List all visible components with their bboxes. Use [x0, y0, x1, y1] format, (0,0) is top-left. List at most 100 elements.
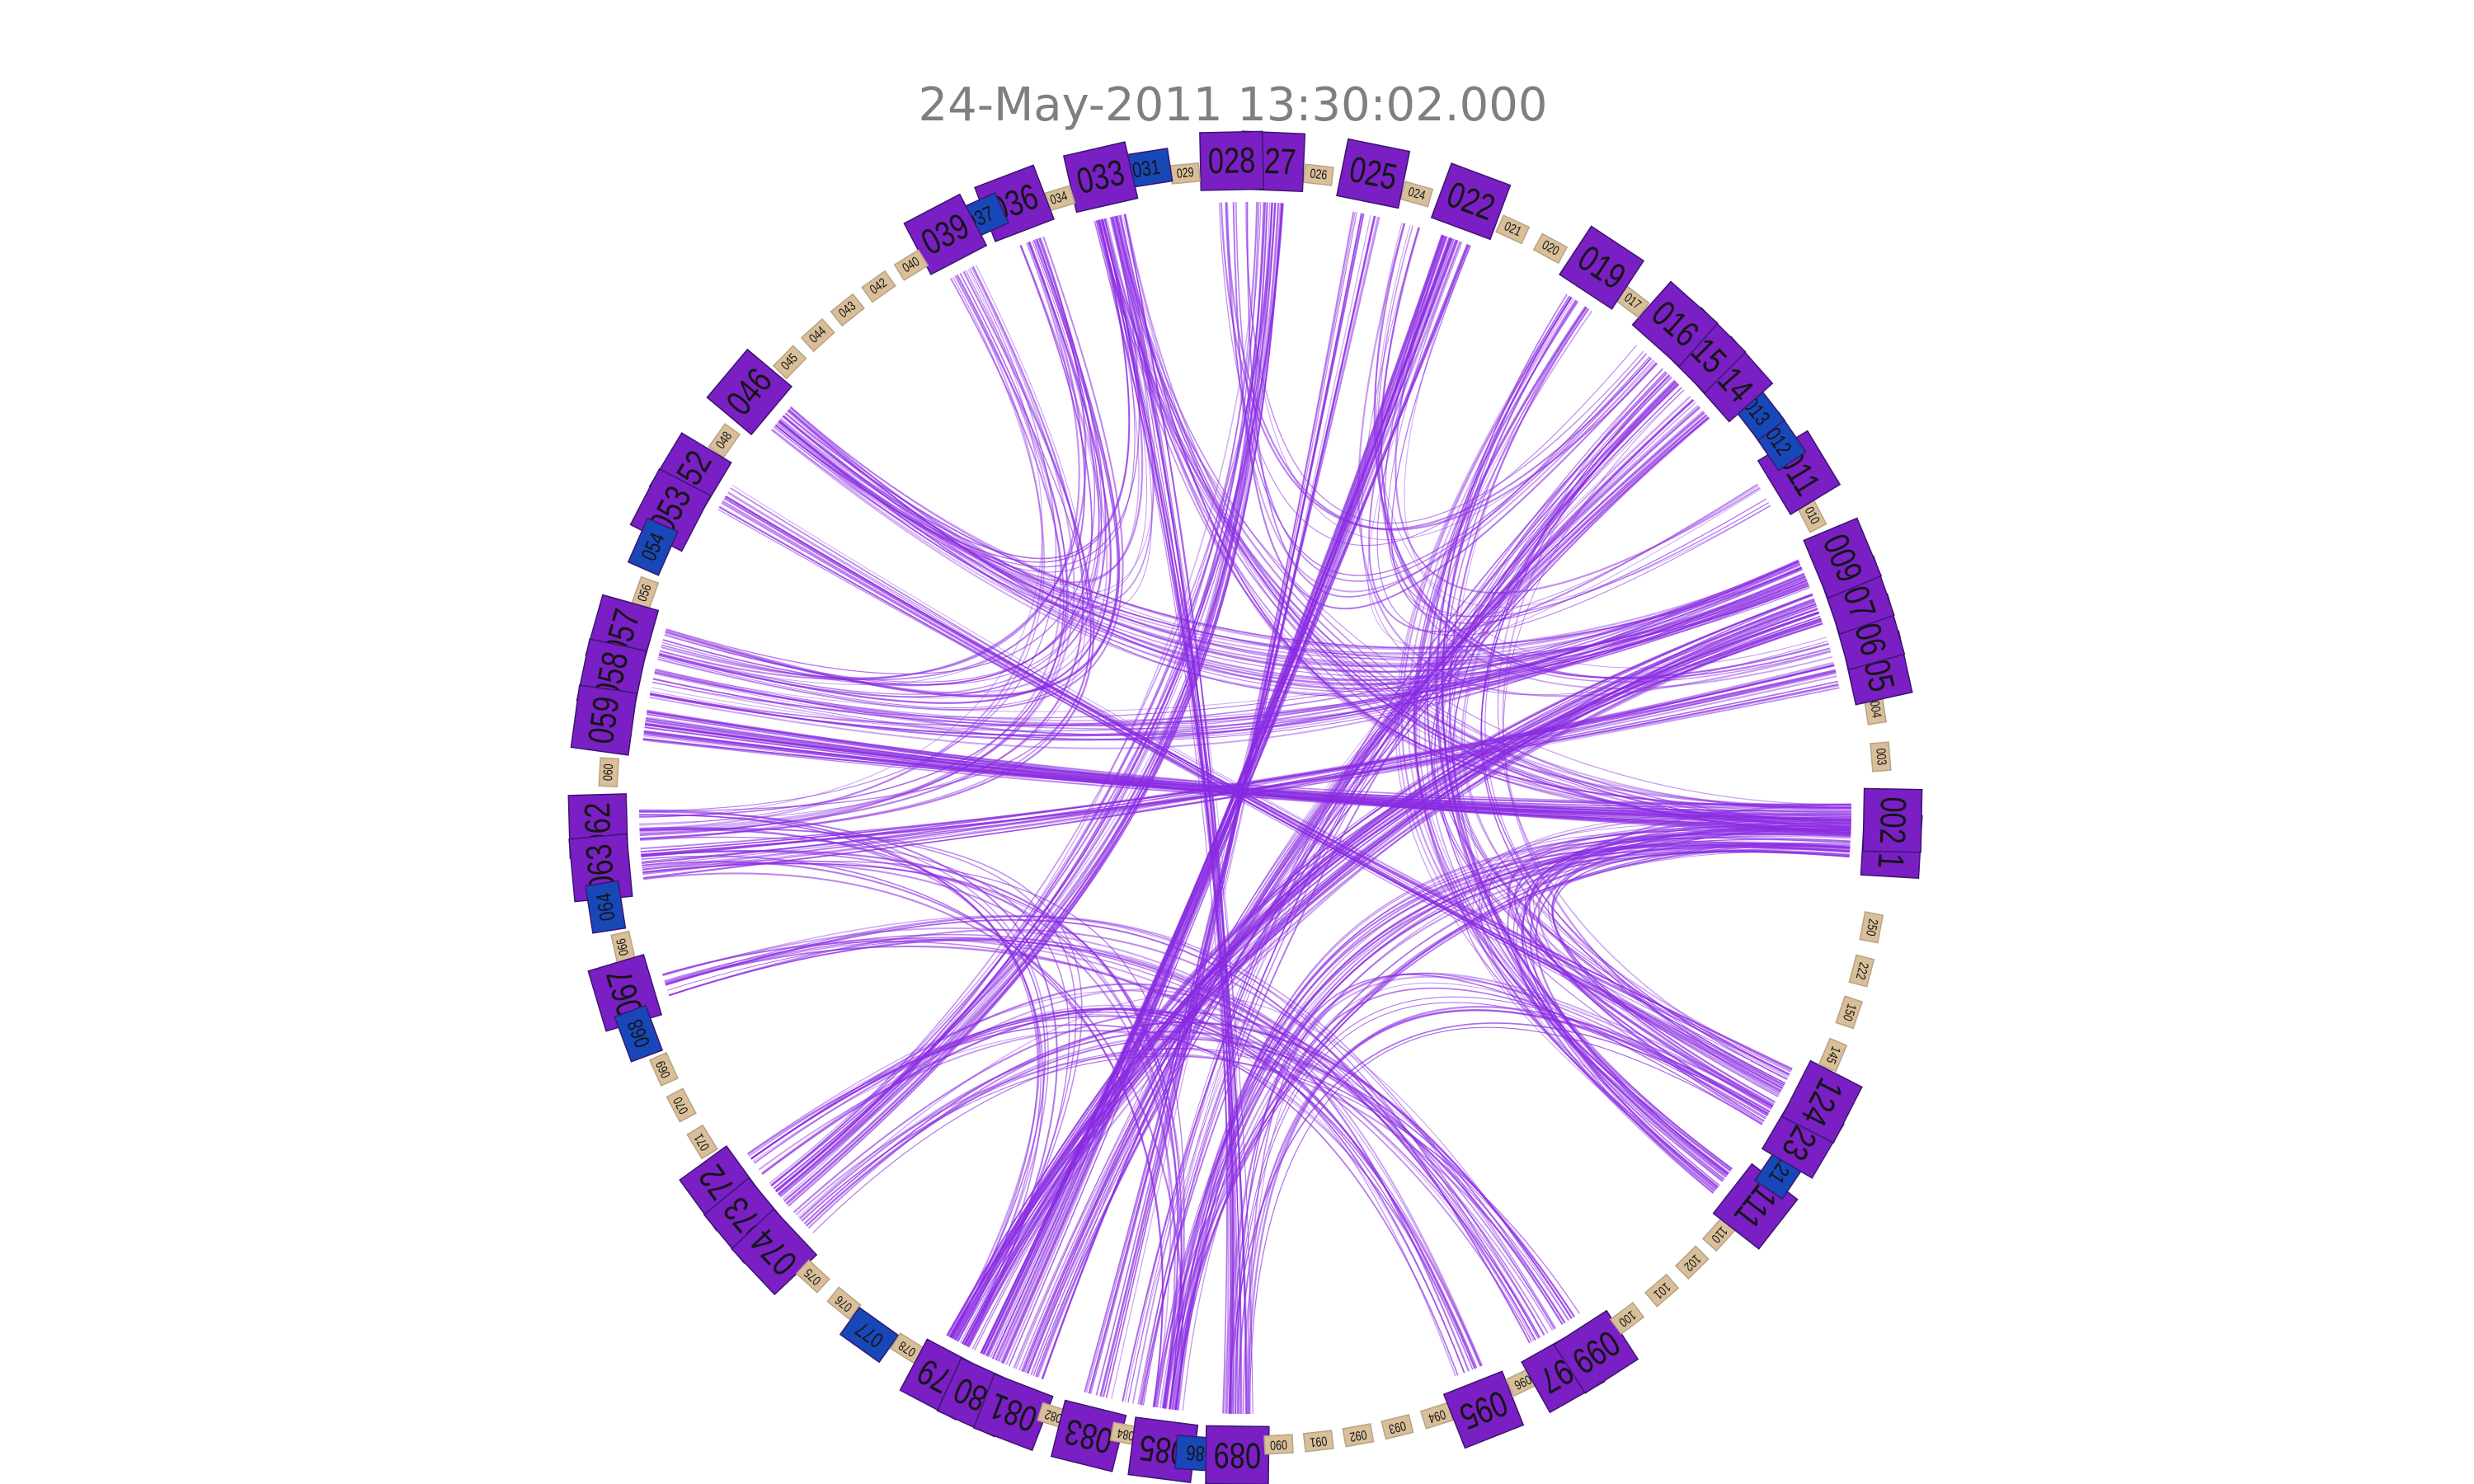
connection-edge	[1439, 371, 1781, 1093]
connection-edge	[949, 618, 1822, 1338]
node-label: 059	[581, 694, 627, 746]
connection-edge	[1095, 220, 1231, 1414]
node-box	[666, 1087, 697, 1123]
connection-edge	[1174, 851, 1850, 1411]
node-box	[1870, 741, 1892, 773]
connection-edge	[982, 237, 1451, 1355]
connection-edge	[1115, 215, 1851, 824]
connection-edge	[783, 203, 1280, 1203]
connection-edge	[639, 836, 1070, 1347]
node-box	[1342, 1423, 1375, 1448]
connection-edge	[798, 993, 1570, 1321]
connection-edge	[997, 237, 1451, 1362]
node-009: 009	[1803, 517, 1883, 599]
connection-edge	[1035, 414, 1707, 1377]
connection-edge	[1533, 828, 1851, 1106]
connection-edge	[748, 1008, 1483, 1367]
connection-edge	[1232, 202, 1658, 610]
connection-edge	[1013, 406, 1701, 1369]
connection-edge	[721, 501, 1783, 1090]
connection-edge	[1528, 829, 1851, 1122]
node-box	[830, 293, 865, 327]
node-044: 044	[800, 317, 835, 353]
node-box	[627, 517, 679, 576]
connection-edge	[1111, 217, 1242, 1415]
node-077: 077	[839, 1306, 900, 1364]
connection-edge	[666, 938, 1539, 1339]
connection-edge	[788, 202, 1273, 1207]
node-label: 093	[1387, 1418, 1407, 1436]
connection-edge	[1168, 833, 1851, 1410]
connection-edge	[1111, 216, 1852, 812]
connection-edge	[797, 1031, 1576, 1317]
connection-edge	[1024, 417, 1710, 1374]
connection-edge	[665, 939, 1545, 1336]
connection-edge	[1112, 216, 1231, 1414]
connection-edge	[658, 237, 1107, 698]
node-box	[686, 1124, 718, 1160]
connection-edge	[1084, 217, 1380, 1392]
node-021: 021	[1495, 214, 1531, 245]
node-box	[731, 1208, 818, 1296]
connection-edge	[1463, 382, 1789, 1078]
node-002: 002	[1862, 787, 1923, 853]
node-083: 083	[1050, 1399, 1127, 1472]
connection-edge	[1228, 987, 1767, 1414]
node-039: 039	[903, 193, 988, 275]
node-label: 222	[1852, 960, 1871, 981]
connection-edge	[639, 276, 1045, 826]
connection-edge	[1182, 834, 1851, 1411]
node-box	[1674, 1245, 1710, 1280]
node-label: 090	[1270, 1436, 1288, 1452]
connection-edge	[668, 928, 1545, 1336]
connection-edge	[773, 202, 1260, 1190]
node-124: 124	[1780, 1059, 1863, 1144]
node-099: 099	[1553, 1309, 1639, 1394]
connection-edge	[638, 814, 1039, 1339]
node-label: 031	[1131, 154, 1162, 182]
connection-edge	[659, 241, 1085, 685]
connection-edge	[661, 242, 1086, 681]
connection-edge	[799, 1031, 1564, 1325]
connection-edge	[778, 420, 1807, 681]
connection-edge	[962, 620, 1823, 1345]
connection-edge	[1111, 214, 1371, 1400]
connection-edge	[1098, 219, 1235, 1414]
node-label: 060	[601, 763, 617, 782]
connection-edge	[775, 202, 1277, 1192]
connection-edge	[777, 218, 1136, 573]
node-081: 081	[972, 1373, 1054, 1452]
node-box	[1302, 163, 1334, 186]
node-box	[1302, 1430, 1334, 1453]
node-box	[1050, 1399, 1127, 1472]
connection-edge	[806, 1038, 1575, 1317]
node-071: 071	[686, 1124, 718, 1160]
node-101: 101	[1644, 1273, 1680, 1308]
node-059: 059	[570, 684, 637, 756]
node-054: 054	[627, 517, 679, 576]
connection-edge	[1225, 202, 1658, 531]
node-box	[1780, 1059, 1863, 1144]
node-033: 033	[1062, 141, 1139, 214]
node-box	[839, 1306, 900, 1364]
connection-edge	[770, 429, 1809, 696]
connection-edge	[1400, 297, 1732, 1172]
connection-edge	[639, 274, 1062, 842]
node-094: 094	[1419, 1402, 1454, 1430]
connection-edge	[1462, 821, 1851, 1190]
node-box	[1559, 225, 1645, 310]
node-091: 091	[1302, 1430, 1334, 1453]
connection-edge	[1249, 1026, 1763, 1415]
connection-edge	[1377, 225, 1831, 683]
node-028: 028	[1199, 130, 1265, 191]
node-075: 075	[795, 1259, 830, 1294]
connection-edge	[1042, 416, 1709, 1379]
connection-edge	[812, 1047, 1569, 1322]
node-box	[570, 684, 637, 756]
connection-edge	[721, 502, 1782, 1091]
connection-edge	[662, 915, 1555, 1330]
connection-edge	[1395, 236, 1761, 594]
connection-edge	[1027, 398, 1694, 1374]
connection-edge	[1220, 202, 1653, 530]
connection-edge	[1031, 395, 1691, 1376]
